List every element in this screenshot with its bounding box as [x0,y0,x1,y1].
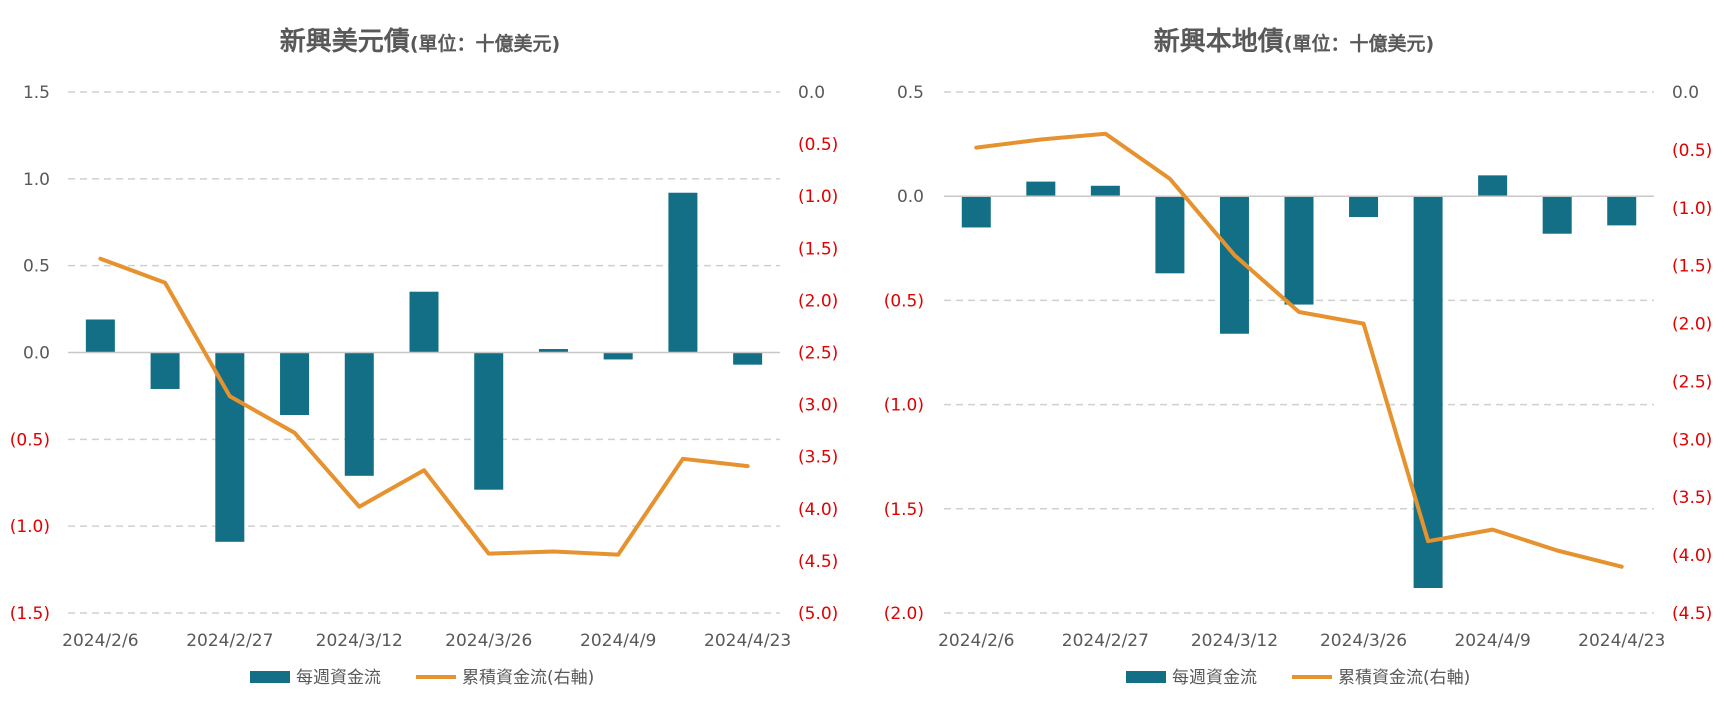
right-axis-tick-label: (1.0) [1672,199,1712,219]
legend-bar-label: 每週資金流 [1172,668,1257,688]
x-axis-tick-label: 2024/4/23 [704,631,791,651]
legend-line-label: 累積資金流(右軸) [1338,668,1470,688]
bar [1349,196,1379,218]
bar [474,352,504,490]
bar [1413,196,1443,588]
chart-1: 新興美元債(單位：十億美元) 1.5 1.0 0.5 0.0 (0.5) (1.0) (1.5… [10,26,839,688]
left-axis-tick-label: 0.0 [897,187,924,207]
x-axis-tick-label: 2024/3/12 [1191,631,1278,651]
right-axis-tick-label: (4.5) [798,552,838,572]
chart-title-unit: (單位：十億美元) [1284,32,1434,55]
right-axis-tick-label: (2.0) [1672,315,1712,335]
bar [1155,196,1185,274]
left-axis-tick-label: (1.0) [10,517,50,537]
right-axis-tick-label: (2.0) [798,291,838,311]
chart-title: 新興本地債(單位：十億美元) [1154,26,1434,57]
bar [344,352,374,476]
x-axis-tick-label: 2024/3/26 [1320,631,1407,651]
x-axis-tick-label: 2024/4/23 [1578,631,1665,651]
right-axis-tick-label: (0.5) [798,135,838,155]
left-axis-tick-label: (0.5) [884,291,924,311]
right-axis-tick-label: (4.0) [798,500,838,520]
left-axis-tick-label: (1.0) [884,396,924,416]
legend-bar-swatch [1126,671,1166,683]
chart-2: 新興本地債(單位：十億美元) 0.5 0.0 (0.5) (1.0) (1.5) (2.0)… [884,26,1713,688]
bar [1478,175,1508,197]
bar [215,352,245,542]
legend-bar-label: 每週資金流 [296,668,381,688]
right-axis-tick-label: (1.5) [798,239,838,259]
bar [603,352,633,360]
right-axis-tick-label: (1.5) [1672,257,1712,277]
x-axis-tick-label: 2024/2/27 [1062,631,1149,651]
left-axis-tick-label: (1.5) [10,604,50,624]
x-axis-tick-label: 2024/2/6 [938,631,1014,651]
x-axis-tick-label: 2024/3/12 [316,631,403,651]
right-axis-tick-label: (3.5) [1672,488,1712,508]
x-axis-tick-label: 2024/4/9 [580,631,656,651]
bar [409,291,439,353]
right-axis-tick-label: (5.0) [798,604,838,624]
x-axis-tick-label: 2024/2/27 [186,631,273,651]
chart-title-main: 新興美元債 [280,26,410,57]
right-axis-tick-label: (4.5) [1672,604,1712,624]
bar [733,352,763,365]
right-axis-tick-label: (3.0) [1672,430,1712,450]
bar [961,196,991,228]
right-axis-tick-label: (3.0) [798,396,838,416]
cumulative-flow-line [974,131,1624,569]
right-axis-tick-label: (0.5) [1672,141,1712,161]
bar [1026,181,1056,197]
left-axis-tick-label: (1.5) [884,500,924,520]
bar [150,352,180,389]
right-axis-tick-label: (1.0) [798,187,838,207]
left-axis-tick-label: 0.5 [897,83,924,103]
legend: 每週資金流 累積資金流(右軸) [1126,668,1470,688]
left-axis-tick-label: (0.5) [10,430,50,450]
x-axis-tick-label: 2024/3/26 [445,631,532,651]
right-axis-tick-label: (2.5) [798,344,838,364]
legend: 每週資金流 累積資金流(右軸) [250,668,594,688]
left-axis-tick-label: (2.0) [884,604,924,624]
right-axis-tick-label: (4.0) [1672,546,1712,566]
chart-title: 新興美元債(單位：十億美元) [280,26,560,57]
chart-title-unit: (單位：十億美元) [410,32,560,55]
bar [280,352,310,416]
bar [1542,196,1572,234]
bar [85,319,115,353]
bar [538,349,568,353]
right-axis-tick-label: 0.0 [798,83,825,103]
x-axis-tick-label: 2024/4/9 [1454,631,1530,651]
bar [668,192,698,353]
right-axis-tick-label: 0.0 [1672,83,1699,103]
right-axis-tick-label: (2.5) [1672,372,1712,392]
legend-bar-swatch [250,671,290,683]
cumulative-flow-line [98,256,750,557]
left-axis-tick-label: 1.0 [23,170,50,190]
x-axis-tick-label: 2024/2/6 [62,631,138,651]
bar [1284,196,1314,305]
chart-title-main: 新興本地債 [1154,26,1284,57]
right-axis-tick-label: (3.5) [798,448,838,468]
bar [1090,185,1120,197]
left-axis-tick-label: 0.0 [23,344,50,364]
legend-line-label: 累積資金流(右軸) [462,668,594,688]
left-axis-tick-label: 0.5 [23,257,50,277]
bar [1607,196,1637,226]
left-axis-tick-label: 1.5 [23,83,50,103]
